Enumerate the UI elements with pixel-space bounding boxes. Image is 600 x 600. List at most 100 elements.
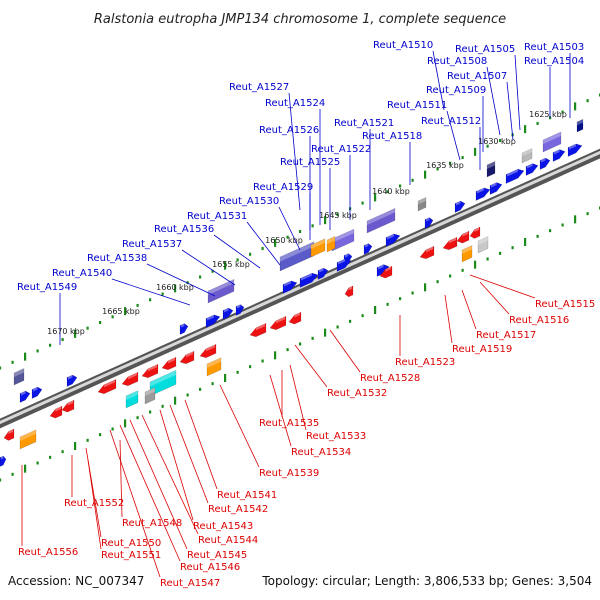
track-tick xyxy=(111,315,114,319)
reverse-gene-label: Reut_A1550 xyxy=(101,538,161,549)
reverse-gene xyxy=(269,315,287,331)
forward-gene-label: Reut_A1536 xyxy=(154,224,214,235)
kbp-scale-label: 1670 kbp xyxy=(47,327,85,336)
forward-gene-label: Reut_A1512 xyxy=(421,116,481,127)
track-tick xyxy=(261,359,264,363)
track-tick xyxy=(499,251,502,255)
track-tick xyxy=(411,178,414,182)
track-tick xyxy=(299,230,302,233)
reverse-feature xyxy=(477,236,489,254)
track-tick xyxy=(49,455,52,459)
track-tick xyxy=(211,382,214,386)
forward-gene xyxy=(179,323,189,335)
forward-gene-label: Reut_A1525 xyxy=(280,157,340,168)
reverse-gene xyxy=(249,322,267,338)
track-tick xyxy=(99,321,102,324)
track-tick xyxy=(386,190,389,194)
reverse-gene-label: Reut_A1542 xyxy=(208,504,268,515)
forward-gene-label: Reut_A1510 xyxy=(373,40,433,51)
track-tick xyxy=(74,329,77,338)
forward-gene xyxy=(525,163,539,176)
track-tick xyxy=(161,404,164,408)
reverse-gene xyxy=(61,399,75,413)
forward-gene xyxy=(424,217,434,229)
reverse-gene-label: Reut_A1532 xyxy=(327,388,387,399)
forward-gene-label: Reut_A1518 xyxy=(362,131,422,142)
track-tick xyxy=(186,393,189,397)
track-tick xyxy=(474,147,477,156)
forward-gene-label: Reut_A1549 xyxy=(17,282,77,293)
track-tick xyxy=(174,396,177,405)
track-tick xyxy=(461,156,464,160)
track-tick xyxy=(61,338,64,342)
forward-gene-label: Reut_A1538 xyxy=(87,253,147,264)
track-tick xyxy=(324,216,327,225)
track-tick xyxy=(461,268,464,272)
track-tick xyxy=(436,280,439,284)
track-tick xyxy=(424,170,427,179)
track-tick xyxy=(261,247,264,251)
track-tick xyxy=(474,260,477,269)
track-tick xyxy=(574,215,577,224)
track-tick xyxy=(586,212,589,216)
forward-gene-label: Reut_A1504 xyxy=(524,56,584,67)
forward-gene xyxy=(336,258,352,272)
reverse-gene-label: Reut_A1548 xyxy=(122,518,182,529)
track-tick xyxy=(424,283,427,292)
reverse-feature xyxy=(461,245,473,263)
forward-gene-label: Reut_A1503 xyxy=(524,42,584,53)
track-tick xyxy=(336,325,339,329)
track-tick xyxy=(399,184,402,188)
track-tick xyxy=(286,235,289,239)
reverse-gene-label: Reut_A1517 xyxy=(476,330,536,341)
track-tick xyxy=(111,427,114,431)
track-tick xyxy=(361,201,364,205)
kbp-scale-label: 1645 kbp xyxy=(319,211,357,220)
kbp-scale-label: 1660 kbp xyxy=(156,283,194,292)
forward-gene xyxy=(363,243,373,255)
reverse-feature xyxy=(149,369,177,397)
forward-gene xyxy=(489,182,503,195)
forward-gene xyxy=(31,386,43,399)
reverse-gene-label: Reut_A1541 xyxy=(217,490,277,501)
track-tick xyxy=(0,478,2,482)
forward-feature xyxy=(13,368,25,386)
track-tick xyxy=(24,352,27,361)
forward-gene-label: Reut_A1522 xyxy=(311,144,371,155)
track-tick xyxy=(536,234,539,238)
forward-gene xyxy=(0,455,7,467)
reverse-gene xyxy=(161,356,177,371)
reverse-gene xyxy=(456,230,470,244)
reverse-gene xyxy=(49,405,63,419)
forward-gene xyxy=(317,267,329,280)
reverse-gene-label: Reut_A1519 xyxy=(452,344,512,355)
reverse-gene xyxy=(179,350,195,365)
forward-gene xyxy=(222,307,234,320)
forward-feature xyxy=(521,148,533,164)
track-tick xyxy=(86,438,89,442)
track-tick xyxy=(99,433,102,437)
forward-gene-label: Reut_A1530 xyxy=(219,196,279,207)
track-tick xyxy=(524,125,527,134)
track-tick xyxy=(61,450,64,454)
kbp-scale-label: 1635 kbp xyxy=(426,161,464,170)
track-tick xyxy=(224,374,227,382)
track-tick xyxy=(536,121,539,125)
track-tick xyxy=(499,139,502,142)
reverse-feature xyxy=(144,387,156,405)
track-tick xyxy=(136,303,139,307)
reverse-gene-label: Reut_A1545 xyxy=(187,550,247,561)
kbp-scale-label: 1625 kbp xyxy=(529,110,567,119)
track-tick xyxy=(374,306,377,314)
track-tick xyxy=(511,246,514,250)
reverse-gene-label: Reut_A1551 xyxy=(101,550,161,561)
forward-gene xyxy=(19,390,31,403)
reverse-gene xyxy=(442,236,458,251)
forward-feature xyxy=(279,241,315,272)
track-tick xyxy=(149,410,152,414)
forward-gene-label: Reut_A1507 xyxy=(447,71,507,82)
reverse-feature xyxy=(19,429,37,450)
topology-text: Topology: circular; Length: 3,806,533 bp… xyxy=(261,574,592,588)
accession-text: Accession: NC_007347 xyxy=(8,574,144,588)
